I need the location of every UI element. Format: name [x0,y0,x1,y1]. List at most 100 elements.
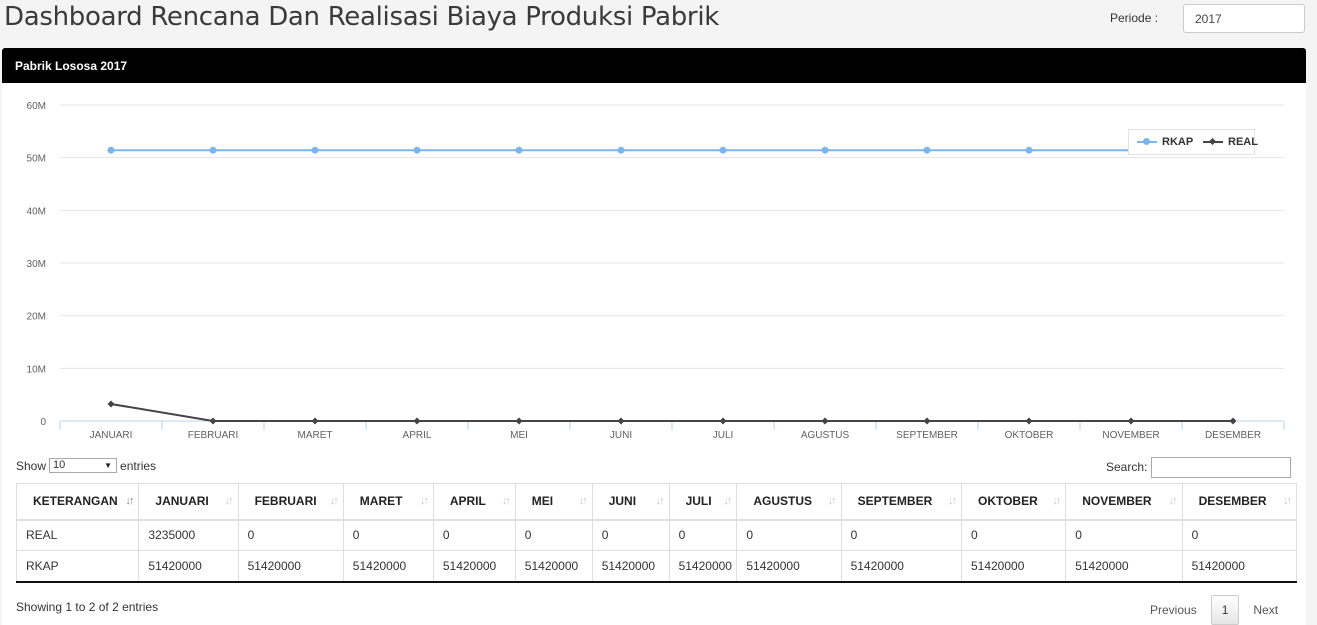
column-header-label: FEBRUARI [254,494,317,509]
table-cell: RKAP [15,550,139,583]
table-cell: 51420000 [840,550,962,583]
table-cell: 51420000 [138,550,239,583]
column-header-oktober[interactable]: OKTOBER ↓↑ [960,483,1066,521]
table-cell: 51420000 [591,550,670,583]
table-info: Showing 1 to 2 of 2 entries [16,600,159,614]
y-tick-label: 30M [27,259,46,270]
column-header-september[interactable]: SEPTEMBER ↓↑ [840,483,962,521]
sort-icon: ↓↑ [723,495,732,507]
data-point-real [719,417,727,425]
column-header-februari[interactable]: FEBRUARI ↓↑ [237,483,344,521]
table-cell: 0 [342,519,434,551]
data-point-rkap [107,146,115,154]
data-point-rkap [617,146,625,154]
data-point-real [617,417,625,425]
column-header-juni[interactable]: JUNI ↓↑ [591,483,670,521]
table-cell: 51420000 [736,550,842,583]
data-point-real [107,400,115,408]
x-tick-label: OKTOBER [1005,430,1054,441]
table-cell: 0 [960,519,1066,551]
entries-length-select[interactable]: 10 [49,458,118,473]
x-tick-label: JUNI [610,430,632,441]
page-1-button[interactable]: 1 [1210,595,1240,625]
show-label: Show [16,458,47,473]
data-point-rkap [311,146,319,154]
series-line-real [110,402,1233,422]
data-point-real [923,417,931,425]
table-row: REAL 3235000 0 0 0 0 0 0 0 0 0 0 0 [15,519,1298,551]
data-point-real [1127,417,1135,425]
column-header-desember[interactable]: DESEMBER ↓↑ [1181,483,1298,521]
chart-panel: Pabrik Lososa 2017 0 10M 20M 30M 40M 50M 60M JA… [2,48,1306,625]
column-header-label: JULI [685,494,712,509]
entries-label: entries [120,458,157,473]
legend-real-marker-icon [1201,136,1225,148]
x-tick-label: APRIL [403,430,432,441]
table-cell: 51420000 [432,550,516,583]
periode-input[interactable] [1183,4,1305,33]
data-point-real [821,417,829,425]
x-tick-label: NOVEMBER [1102,430,1159,441]
sort-icon: ↓↑ [419,495,429,507]
sort-icon: ↓↑ [329,495,339,507]
y-tick-label: 60M [27,101,46,112]
table-cell: 0 [736,519,842,551]
table-cell: 0 [668,519,737,551]
previous-button[interactable]: Previous [1150,603,1197,617]
sort-icon: ↓↑ [947,495,957,507]
page-title: Dashboard Rencana Dan Realisasi Biaya Pr… [4,2,719,32]
x-tick-label: DESEMBER [1205,430,1261,441]
data-point-real [1025,417,1033,425]
next-button[interactable]: Next [1253,603,1279,617]
column-header-juli[interactable]: JULI ↓↑ [668,483,737,521]
y-tick-label: 20M [27,312,46,323]
column-header-mei[interactable]: MEI ↓↑ [514,483,593,521]
table-header-row: KETERANGAN ↓↑ JANUARI ↓↑ FEBRUARI ↓↑ MARET ↓↑ AP… [15,483,1298,521]
column-header-maret[interactable]: MARET ↓↑ [342,483,434,521]
legend-item-real[interactable]: REAL [1201,136,1258,148]
sort-icon: ↓↑ [827,495,837,507]
data-point-real [209,417,217,425]
data-table: KETERANGAN ↓↑ JANUARI ↓↑ FEBRUARI ↓↑ MARET ↓↑ AP… [15,483,1298,583]
legend-rkap-label: RKAP [1162,136,1194,148]
panel-title: Pabrik Lososa 2017 [2,48,1306,83]
search-input[interactable] [1151,457,1291,478]
column-header-label: MARET [359,494,403,509]
line-chart: 0 10M 20M 30M 40M 50M 60M JANUARI FEBRUARI MARET A… [27,101,1285,441]
sort-icon: ↓↑ [578,495,588,507]
column-header-label: JANUARI [155,494,209,509]
table-cell: 51420000 [960,550,1066,583]
sort-ascending-icon: ↓↑ [125,495,134,507]
column-header-november[interactable]: NOVEMBER ↓↑ [1065,483,1183,521]
column-header-label: DESEMBER [1198,494,1267,509]
column-header-label: APRIL [449,494,486,509]
data-point-rkap [719,146,727,154]
column-header-label: SEPTEMBER [857,494,933,509]
table-cell: 3235000 [138,519,239,551]
legend-real-label: REAL [1228,136,1258,148]
x-tick-label: AGUSTUS [801,430,850,441]
sort-icon: ↓↑ [224,495,234,507]
column-header-april[interactable]: APRIL ↓↑ [432,483,516,521]
legend-item-rkap[interactable]: RKAP [1135,136,1193,148]
column-header-label: MEI [531,494,554,509]
data-point-real [311,417,319,425]
table-cell: 0 [237,519,344,551]
data-point-real [1229,417,1237,425]
data-point-rkap [209,146,217,154]
column-header-keterangan[interactable]: KETERANGAN ↓↑ [15,483,139,521]
table-cell: 51420000 [668,550,737,583]
table-cell: 51420000 [1181,550,1298,583]
x-tick-label: JULI [713,430,734,441]
column-header-agustus[interactable]: AGUSTUS ↓↑ [736,483,842,521]
table-cell: 51420000 [342,550,434,583]
legend-rkap-marker-icon [1135,136,1159,148]
y-tick-label: 0 [40,417,46,428]
sort-icon: ↓↑ [1283,495,1292,507]
y-tick-label: 10M [27,364,46,375]
column-header-januari[interactable]: JANUARI ↓↑ [138,483,239,521]
table-cell: 0 [1065,519,1183,551]
data-point-rkap [923,146,931,154]
x-tick-label: FEBRUARI [188,430,239,441]
chart-legend: RKAP REAL [1128,129,1258,155]
